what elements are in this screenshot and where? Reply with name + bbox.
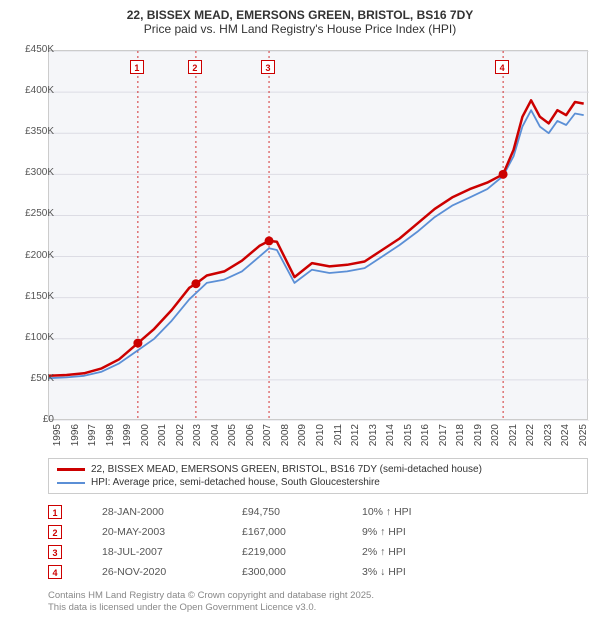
legend: 22, BISSEX MEAD, EMERSONS GREEN, BRISTOL… [48, 458, 588, 494]
y-tick-label: £450K [10, 44, 54, 55]
table-row: 2 20-MAY-2003 £167,000 9% ↑ HPI [48, 522, 588, 542]
footer-licence: Contains HM Land Registry data © Crown c… [48, 590, 374, 614]
chart-svg [49, 51, 589, 421]
sale-date: 20-MAY-2003 [102, 526, 242, 538]
chart-marker: 4 [495, 60, 509, 74]
x-tick-label: 2021 [508, 424, 519, 454]
chart-plot-area [48, 50, 588, 420]
x-tick-label: 1995 [52, 424, 63, 454]
chart-marker: 1 [130, 60, 144, 74]
sale-date: 28-JAN-2000 [102, 506, 242, 518]
x-tick-label: 2000 [140, 424, 151, 454]
chart-marker: 2 [188, 60, 202, 74]
footer-line1: Contains HM Land Registry data © Crown c… [48, 590, 374, 602]
legend-item-hpi: HPI: Average price, semi-detached house,… [57, 476, 579, 489]
legend-label-property: 22, BISSEX MEAD, EMERSONS GREEN, BRISTOL… [91, 464, 482, 475]
y-tick-label: £50K [10, 373, 54, 384]
x-tick-label: 2004 [210, 424, 221, 454]
x-tick-label: 2005 [227, 424, 238, 454]
sale-delta: 2% ↑ HPI [362, 546, 482, 558]
y-tick-label: £350K [10, 126, 54, 137]
x-tick-label: 2018 [455, 424, 466, 454]
x-tick-label: 1998 [105, 424, 116, 454]
y-tick-label: £0 [10, 414, 54, 425]
x-tick-label: 2022 [525, 424, 536, 454]
x-tick-label: 2025 [578, 424, 589, 454]
x-tick-label: 2015 [403, 424, 414, 454]
sale-marker: 1 [48, 505, 62, 519]
x-tick-label: 2006 [245, 424, 256, 454]
x-tick-label: 2024 [560, 424, 571, 454]
table-row: 3 18-JUL-2007 £219,000 2% ↑ HPI [48, 542, 588, 562]
sale-delta: 3% ↓ HPI [362, 566, 482, 578]
x-tick-label: 1999 [122, 424, 133, 454]
title-address: 22, BISSEX MEAD, EMERSONS GREEN, BRISTOL… [0, 8, 600, 22]
legend-swatch-hpi [57, 482, 85, 484]
y-tick-label: £400K [10, 85, 54, 96]
sale-price: £94,750 [242, 506, 362, 518]
chart-marker: 3 [261, 60, 275, 74]
x-tick-label: 2019 [473, 424, 484, 454]
x-tick-label: 2009 [297, 424, 308, 454]
sale-price: £219,000 [242, 546, 362, 558]
x-tick-label: 2007 [262, 424, 273, 454]
y-tick-label: £300K [10, 167, 54, 178]
legend-item-property: 22, BISSEX MEAD, EMERSONS GREEN, BRISTOL… [57, 463, 579, 476]
y-tick-label: £200K [10, 250, 54, 261]
x-tick-label: 2010 [315, 424, 326, 454]
sales-table: 1 28-JAN-2000 £94,750 10% ↑ HPI 2 20-MAY… [48, 502, 588, 582]
sale-marker: 3 [48, 545, 62, 559]
x-tick-label: 2014 [385, 424, 396, 454]
y-tick-label: £100K [10, 332, 54, 343]
x-tick-label: 2020 [490, 424, 501, 454]
sale-price: £300,000 [242, 566, 362, 578]
table-row: 1 28-JAN-2000 £94,750 10% ↑ HPI [48, 502, 588, 522]
sale-marker: 2 [48, 525, 62, 539]
x-tick-label: 2001 [157, 424, 168, 454]
title-subtitle: Price paid vs. HM Land Registry's House … [0, 22, 600, 36]
x-tick-label: 2008 [280, 424, 291, 454]
chart-container: 22, BISSEX MEAD, EMERSONS GREEN, BRISTOL… [0, 0, 600, 620]
x-tick-label: 1997 [87, 424, 98, 454]
x-tick-label: 2012 [350, 424, 361, 454]
title-area: 22, BISSEX MEAD, EMERSONS GREEN, BRISTOL… [0, 0, 600, 40]
footer-line2: This data is licensed under the Open Gov… [48, 602, 374, 614]
legend-swatch-property [57, 468, 85, 471]
x-tick-label: 2023 [543, 424, 554, 454]
x-tick-label: 2016 [420, 424, 431, 454]
x-tick-label: 1996 [70, 424, 81, 454]
y-tick-label: £250K [10, 208, 54, 219]
x-tick-label: 2002 [175, 424, 186, 454]
sale-date: 26-NOV-2020 [102, 566, 242, 578]
x-tick-label: 2017 [438, 424, 449, 454]
sale-marker: 4 [48, 565, 62, 579]
x-tick-label: 2013 [368, 424, 379, 454]
y-tick-label: £150K [10, 291, 54, 302]
sale-delta: 10% ↑ HPI [362, 506, 482, 518]
x-tick-label: 2003 [192, 424, 203, 454]
sale-price: £167,000 [242, 526, 362, 538]
x-tick-label: 2011 [333, 424, 344, 454]
sale-delta: 9% ↑ HPI [362, 526, 482, 538]
table-row: 4 26-NOV-2020 £300,000 3% ↓ HPI [48, 562, 588, 582]
legend-label-hpi: HPI: Average price, semi-detached house,… [91, 477, 380, 488]
sale-date: 18-JUL-2007 [102, 546, 242, 558]
